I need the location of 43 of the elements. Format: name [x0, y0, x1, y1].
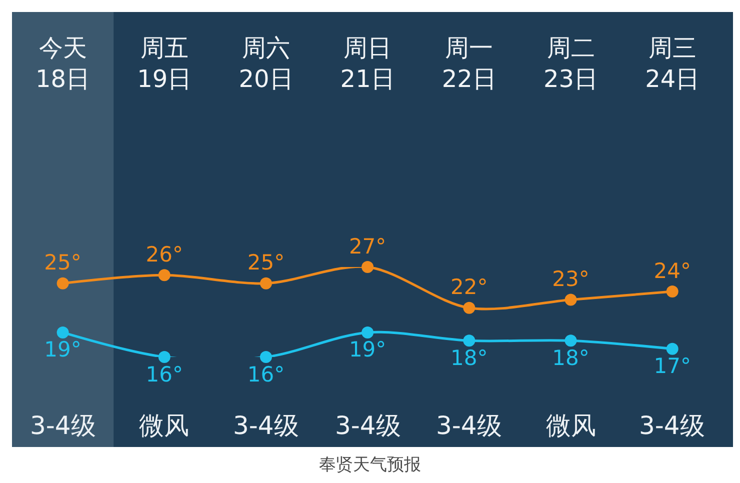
data-label: 23°: [552, 266, 590, 291]
text: 奉贤天气预报: [319, 455, 421, 475]
point: [56, 326, 69, 338]
point: [158, 269, 170, 282]
point: [362, 261, 374, 273]
x-tick-label: 周二 23日: [543, 34, 598, 94]
data-label: 16°: [247, 362, 285, 386]
data-label: 22°: [450, 275, 488, 300]
x-tick-label: 周日 21日: [340, 34, 395, 94]
text: 3-4级: [233, 411, 299, 440]
data-label: 24°: [654, 258, 691, 283]
data-label: 16°: [146, 362, 184, 386]
point: [362, 326, 374, 338]
text: 微风: [139, 411, 189, 440]
data-label: 17°: [654, 354, 691, 378]
point: [56, 277, 69, 290]
text: 3-4级: [335, 411, 401, 440]
data-label: 27°: [348, 234, 386, 258]
point: [260, 351, 272, 363]
data-label: 25°: [247, 250, 285, 275]
data-label: 26°: [146, 242, 184, 266]
data-label: 18°: [450, 346, 488, 370]
point: [564, 334, 577, 347]
x-tick-label: 今天 18日: [36, 34, 90, 94]
point: [463, 302, 476, 314]
text: 3-4级: [639, 411, 705, 440]
point: [260, 277, 272, 290]
point: [564, 294, 577, 306]
data-label: 18°: [552, 346, 590, 370]
data-label: 25°: [44, 250, 82, 275]
point: [666, 342, 678, 355]
text: 3-4级: [30, 411, 96, 440]
x-tick-label: 周一 22日: [442, 34, 496, 94]
data-label: 19°: [44, 338, 82, 362]
x-tick-label: 周三 24日: [645, 34, 700, 94]
text: 微风: [546, 411, 596, 440]
point: [158, 351, 170, 363]
text: 3-4级: [436, 411, 502, 440]
x-tick-label: 周五 19日: [137, 34, 192, 94]
data-label: 19°: [348, 338, 386, 362]
point: [463, 334, 476, 347]
x-tick-label: 周六 20日: [238, 34, 294, 94]
point: [666, 286, 678, 298]
